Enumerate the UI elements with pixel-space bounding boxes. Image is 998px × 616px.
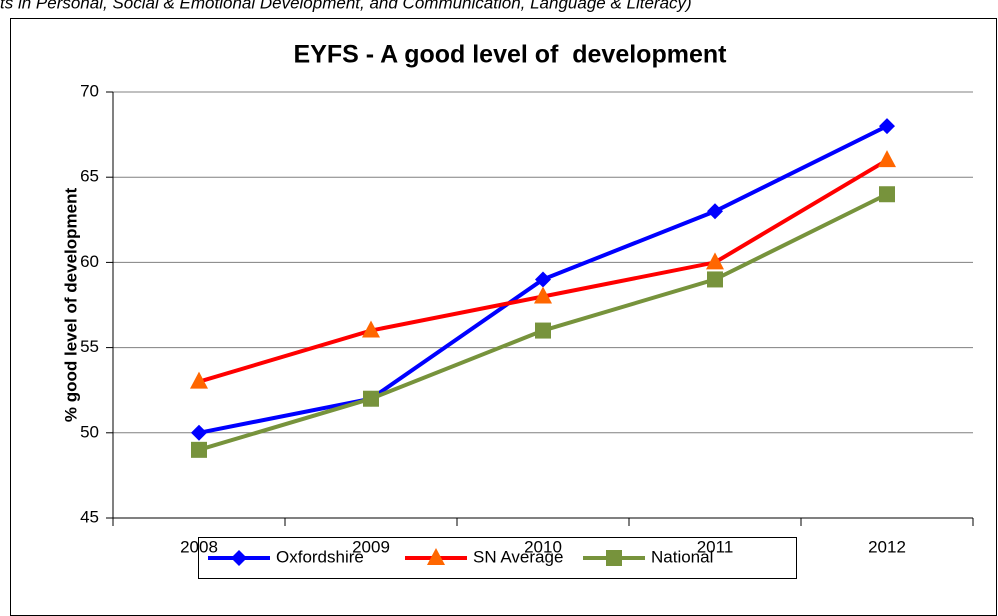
marker	[427, 548, 445, 565]
marker	[707, 203, 723, 220]
y-tick-label: 55	[80, 337, 99, 356]
caption: ts in Personal, Social & Emotional Devel…	[0, 0, 692, 12]
marker	[231, 550, 247, 566]
y-tick-label: 60	[80, 252, 99, 271]
y-tick-label: 65	[80, 167, 99, 186]
marker	[706, 252, 724, 270]
marker	[878, 150, 896, 168]
x-tick-label: 2012	[868, 537, 906, 556]
x-tick-label: 2011	[697, 537, 734, 556]
y-tick-label: 50	[80, 422, 99, 441]
legend-label: SN Average	[473, 547, 563, 566]
marker	[191, 441, 207, 458]
marker	[606, 550, 622, 566]
marker	[707, 271, 723, 288]
marker	[879, 186, 895, 203]
marker	[534, 286, 552, 304]
y-tick-label: 45	[80, 507, 99, 526]
marker	[535, 271, 551, 288]
x-tick-label: 2010	[524, 537, 562, 556]
marker	[191, 424, 207, 441]
marker	[363, 390, 379, 407]
x-tick-label: 2009	[352, 537, 390, 556]
legend-box	[198, 537, 797, 579]
y-axis-label: % good level of development	[61, 188, 80, 423]
chart-title: EYFS - A good level of development	[294, 41, 728, 69]
legend-label: Oxfordshire	[276, 547, 364, 566]
y-tick-label: 70	[80, 81, 99, 100]
marker	[535, 322, 551, 339]
chart-frame	[10, 18, 997, 616]
legend-label: National	[651, 547, 713, 566]
marker	[362, 320, 380, 338]
x-tick-label: 2008	[180, 537, 218, 556]
marker	[879, 118, 895, 135]
marker	[190, 371, 208, 389]
